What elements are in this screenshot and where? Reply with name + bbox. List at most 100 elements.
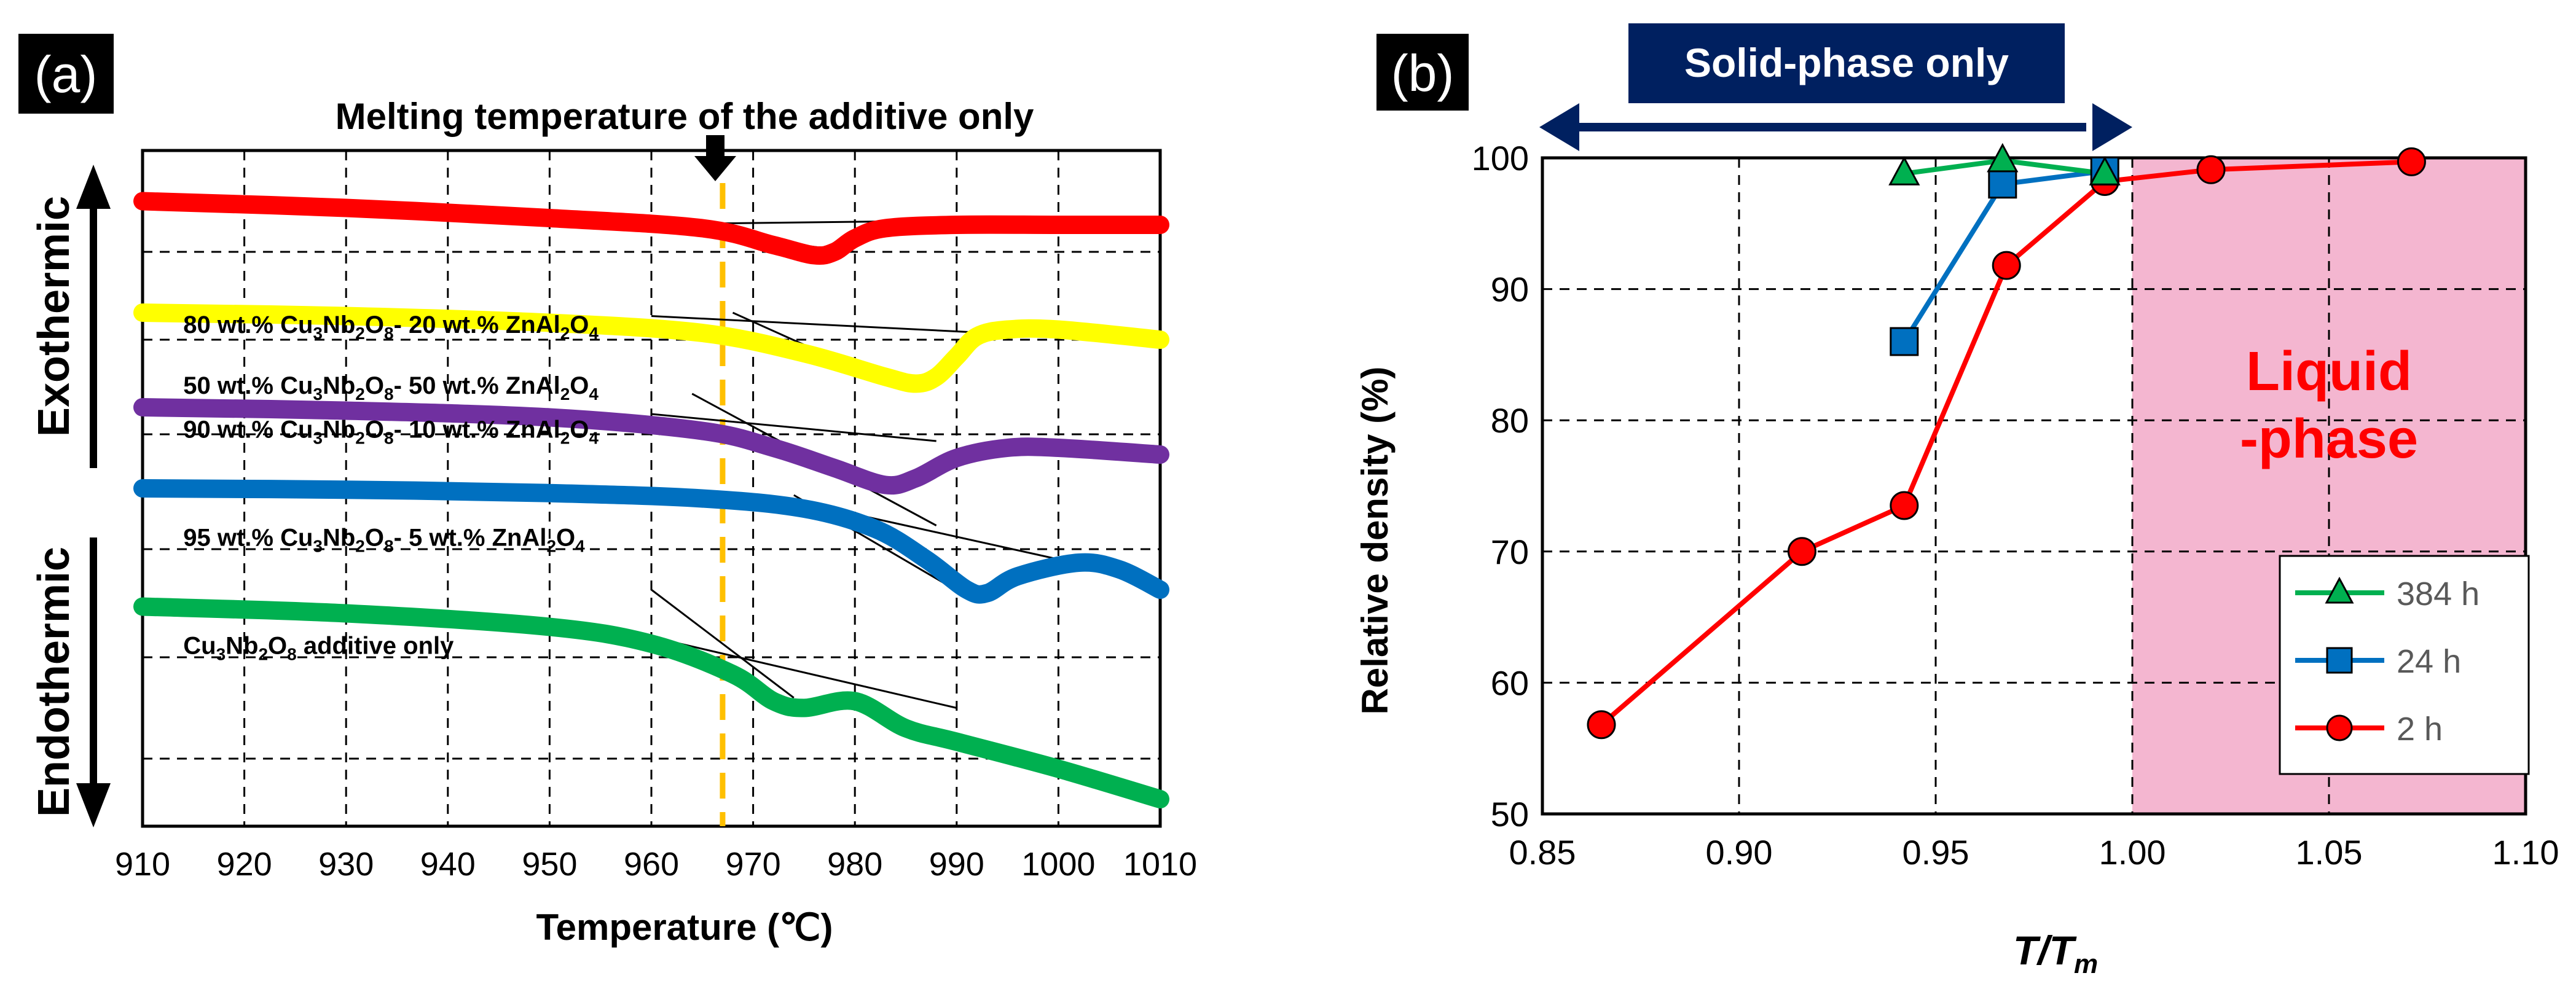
- panel-b-y-axis-title: Relative density (%): [1354, 367, 1396, 715]
- curve-label-part: 50 wt.% Cu: [183, 372, 313, 399]
- curve-label-part: 2: [560, 385, 570, 404]
- point-24h-1: [1988, 170, 2017, 199]
- curve-label-part: O: [570, 372, 589, 399]
- panel-b-x-ticks: 0.85 0.90 0.95 1.00 1.05 1.10: [1509, 833, 2559, 872]
- curve-label-part: additive only: [297, 633, 454, 660]
- panel-b-grid: [1542, 158, 2526, 814]
- curve-label-part: Cu: [183, 633, 216, 660]
- point-384h-2: [2089, 156, 2121, 186]
- point-2h-3: [1992, 251, 2021, 280]
- curve-label-part: 4: [589, 429, 599, 448]
- tangent-line-8: [651, 588, 795, 699]
- curve-label-part: 4: [575, 537, 585, 556]
- endothermic-label: Endothermic: [29, 547, 79, 817]
- curve-label-part: 2: [546, 537, 556, 556]
- dsc-curves: [133, 192, 1169, 808]
- solid-phase-banner-text: Solid-phase only: [1684, 40, 2009, 85]
- x-tick-1.00: 1.00: [2099, 833, 2166, 872]
- y-tick-80: 80: [1491, 401, 1529, 440]
- panel-b-y-ticks: 50 60 70 80 90 100: [1472, 139, 1529, 834]
- panel-b-label: (b): [1391, 44, 1455, 102]
- panel-a-title: Melting temperature of the additive only: [336, 96, 1034, 137]
- curve-label-part: 2: [355, 537, 365, 556]
- exothermic-arrow: [76, 165, 111, 468]
- dsc-curve-red: [133, 192, 1169, 265]
- point-2h-5: [2196, 155, 2226, 184]
- curve-label-part: O: [365, 525, 384, 552]
- solid-phase-double-arrow: [1539, 103, 2132, 151]
- curve-label-part: 2: [560, 324, 570, 343]
- curve-label-part: Nb: [323, 311, 355, 338]
- curve-label-part: 8: [384, 324, 394, 343]
- liquid-phase-label-line2: -phase: [2240, 408, 2418, 470]
- curve-label-part: O: [365, 372, 384, 399]
- x-tick-920: 920: [217, 846, 272, 883]
- curve-label-part: - 20 wt.% ZnAl: [394, 311, 560, 338]
- x-tick-930: 930: [318, 846, 374, 883]
- y-tick-90: 90: [1491, 270, 1529, 309]
- x-tick-960: 960: [624, 846, 679, 883]
- x-tick-1010: 1010: [1123, 846, 1197, 883]
- y-tick-100: 100: [1472, 139, 1529, 178]
- tangent-line-2: [651, 315, 988, 334]
- curve-label-red: 50 wt.% Cu3Nb2O8- 50 wt.% ZnAl2O4: [183, 372, 599, 404]
- curve-label-part: - 5 wt.% ZnAl: [394, 525, 547, 552]
- x-tick-0.90: 0.90: [1706, 833, 1773, 872]
- x-tick-0.95: 0.95: [1903, 833, 1969, 872]
- curve-label-part: 8: [384, 429, 394, 448]
- legend-label-2h: 2 h: [2397, 711, 2443, 748]
- x-tick-970: 970: [726, 846, 781, 883]
- curve-label-part: Nb: [323, 372, 355, 399]
- curve-label-part: 8: [384, 385, 394, 404]
- curve-label-part: 3: [313, 385, 323, 404]
- curve-label-part: 2: [258, 645, 268, 664]
- curve-label-part: 3: [313, 324, 323, 343]
- curve-label-part: 3: [313, 537, 323, 556]
- curve-label-part: O: [570, 311, 589, 338]
- x-tick-910: 910: [115, 846, 170, 883]
- panel-a-x-axis-title: Temperature (℃): [536, 907, 833, 948]
- x-title-T: T: [2013, 928, 2041, 973]
- point-384h-0: [1888, 156, 1920, 186]
- x-tick-0.85: 0.85: [1509, 833, 1576, 872]
- y-tick-70: 70: [1491, 533, 1529, 571]
- point-24h-0: [1890, 327, 1919, 356]
- tangent-line-9: [651, 636, 957, 709]
- dsc-curve-yellow: [133, 303, 1169, 393]
- legend-marker-2h: [2326, 714, 2353, 741]
- panel-b-plot-frame: [1541, 156, 2527, 816]
- curve-label-part: 3: [313, 429, 323, 448]
- curve-label-part: Nb: [226, 633, 258, 660]
- curve-label-part: 90 wt.% Cu: [183, 416, 313, 444]
- x-tick-1.05: 1.05: [2296, 833, 2363, 872]
- y-tick-60: 60: [1491, 663, 1529, 702]
- x-tick-940: 940: [420, 846, 476, 883]
- curve-label-part: O: [365, 416, 384, 444]
- curve-label-part: - 50 wt.% ZnAl: [394, 372, 560, 399]
- x-title-sub-m: m: [2074, 949, 2098, 979]
- exothermic-label: Exothermic: [29, 196, 79, 437]
- panel-b-label-box: [1376, 34, 1469, 111]
- panel-a-grid: [143, 150, 1160, 826]
- x-tick-990: 990: [929, 846, 984, 883]
- curve-label-part: 2: [355, 385, 365, 404]
- y-tick-50: 50: [1491, 795, 1529, 834]
- tangent-lines: [579, 217, 1150, 709]
- curve-label-part: 3: [216, 645, 226, 664]
- panel-a-label-box: [18, 34, 114, 114]
- tangent-line-4: [651, 413, 937, 442]
- legend-marker-384h: [2325, 576, 2354, 604]
- melting-arrow: [694, 135, 736, 181]
- x-tick-980: 980: [827, 846, 882, 883]
- curve-label-part: 95 wt.% Cu: [183, 525, 313, 552]
- curve-label-green: Cu3Nb2O8 additive only: [183, 633, 454, 664]
- x-tick-950: 950: [522, 846, 577, 883]
- curve-label-part: - 10 wt.% ZnAl: [394, 416, 560, 444]
- curve-label-part: O: [268, 633, 287, 660]
- dsc-curve-purple: [133, 398, 1169, 495]
- x-tick-1.10: 1.10: [2492, 833, 2559, 872]
- curve-label-part: 8: [384, 537, 394, 556]
- legend-label-384h: 384 h: [2397, 576, 2480, 612]
- curve-label-yellow: 80 wt.% Cu3Nb2O8- 20 wt.% ZnAl2O4: [183, 311, 599, 343]
